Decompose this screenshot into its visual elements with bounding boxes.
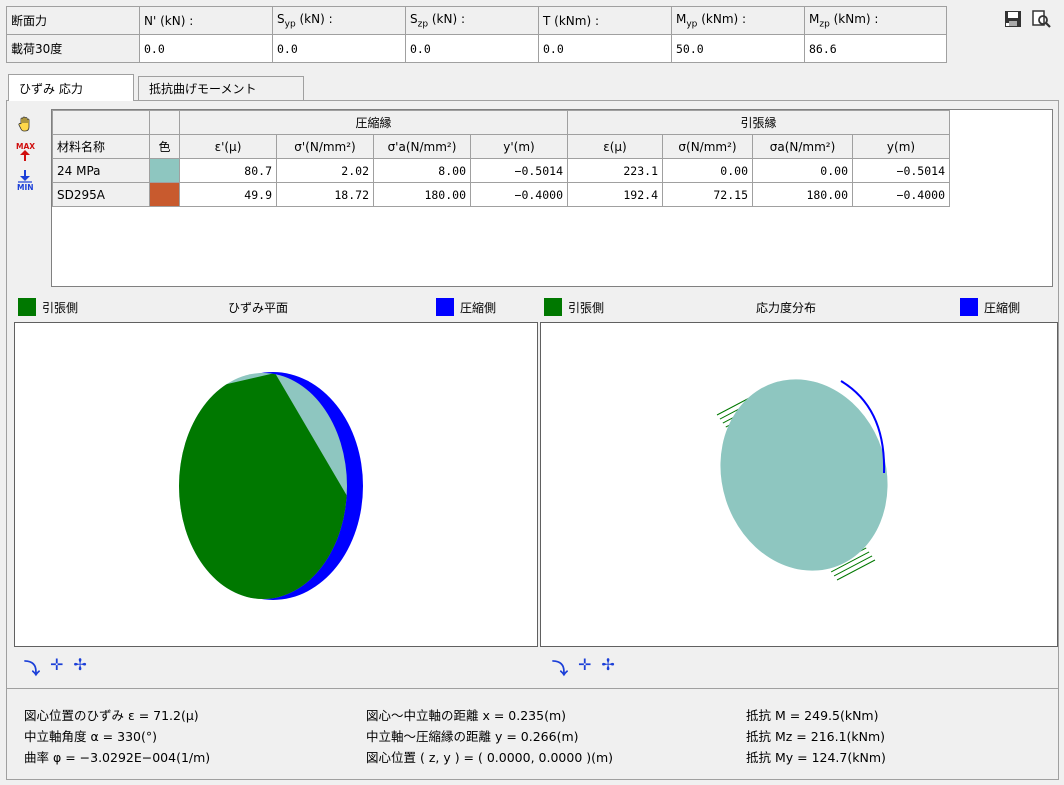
corner-cell xyxy=(149,110,180,135)
material-name: SD295A xyxy=(52,182,150,207)
cell: 0.00 xyxy=(752,158,853,183)
header-t: T (kNm) : xyxy=(538,6,672,35)
zoom-out-icon[interactable]: ✢ xyxy=(73,655,87,674)
value-myp: 50.0 xyxy=(671,34,805,63)
strain-plot-tools: ⤵ ✛ ✢ xyxy=(24,655,87,679)
stress-dist-title: 応力度分布 xyxy=(756,300,817,315)
cell: −0.4000 xyxy=(852,182,950,207)
cell: 2.02 xyxy=(276,158,374,183)
load-case-label: 載荷30度 xyxy=(6,34,140,63)
max-icon[interactable]: MAX xyxy=(14,141,36,163)
col-color: 色 xyxy=(149,134,180,159)
centroid-neutral-distance: 図心〜中立軸の距離 x = 0.235(m) xyxy=(366,708,567,723)
cell: −0.5014 xyxy=(470,158,568,183)
col-comp-stress: σ'(N/mm²) xyxy=(276,134,374,159)
col-tens-y: y(m) xyxy=(852,134,950,159)
tension-legend-swatch xyxy=(544,298,562,316)
cell: 80.7 xyxy=(179,158,277,183)
centroid-strain: 図心位置のひずみ ε = 71.2(μ) xyxy=(24,708,199,723)
stress-dist-plot[interactable] xyxy=(540,322,1058,647)
zoom-out-icon[interactable]: ✢ xyxy=(601,655,615,674)
cell: 192.4 xyxy=(567,182,663,207)
curvature: 曲率 φ = −3.0292E−004(1/m) xyxy=(24,750,211,765)
compression-legend-swatch xyxy=(960,298,978,316)
col-tens-strain: ε(μ) xyxy=(567,134,663,159)
corner-cell xyxy=(52,110,150,135)
material-name: 24 MPa xyxy=(52,158,150,183)
neutral-axis-angle: 中立軸角度 α = 330(°) xyxy=(24,729,157,744)
value-mzp: 86.6 xyxy=(804,34,947,63)
header-syp: Syp (kN) : xyxy=(272,6,406,35)
compression-legend-swatch xyxy=(436,298,454,316)
col-tens-allowable: σa(N/mm²) xyxy=(752,134,853,159)
rotate-icon[interactable]: ⤵ xyxy=(552,659,569,678)
value-n: 0.0 xyxy=(139,34,273,63)
material-color-swatch[interactable] xyxy=(149,182,180,207)
zoom-in-icon[interactable]: ✛ xyxy=(50,655,64,674)
col-comp-allowable: σ'a(N/mm²) xyxy=(373,134,471,159)
compression-legend-label: 圧縮側 xyxy=(984,300,1021,315)
cell: 180.00 xyxy=(373,182,471,207)
tab-resisting-moment[interactable]: 抵抗曲げモーメント xyxy=(138,76,304,100)
cell: 49.9 xyxy=(179,182,277,207)
svg-text:MIN: MIN xyxy=(17,183,34,191)
tension-legend-label: 引張側 xyxy=(42,300,79,315)
resisting-moment: 抵抗 M = 249.5(kNm) xyxy=(746,708,879,723)
col-comp-y: y'(m) xyxy=(470,134,568,159)
cell: 72.15 xyxy=(662,182,753,207)
section-force-label: 断面力 xyxy=(6,6,140,35)
resisting-moment-y: 抵抗 My = 124.7(kNm) xyxy=(746,750,886,765)
tension-legend-label: 引張側 xyxy=(568,300,605,315)
section-force-table: 断面力 N' (kN) : Syp (kN) : Szp (kN) : T (k… xyxy=(6,6,947,63)
value-syp: 0.0 xyxy=(272,34,406,63)
compression-legend-label: 圧縮側 xyxy=(460,300,497,315)
section-disc xyxy=(179,372,363,600)
hand-icon[interactable] xyxy=(14,113,36,135)
table-row[interactable]: SD295A 49.9 18.72 180.00 −0.4000 192.4 7… xyxy=(52,182,950,207)
zoom-in-icon[interactable]: ✛ xyxy=(578,655,592,674)
resisting-moment-z: 抵抗 Mz = 216.1(kNm) xyxy=(746,729,886,744)
strain-plane-plot[interactable] xyxy=(14,322,538,647)
cell: 8.00 xyxy=(373,158,471,183)
svg-text:MAX: MAX xyxy=(16,142,35,151)
tension-legend-swatch xyxy=(18,298,36,316)
header-n: N' (kN) : xyxy=(139,6,273,35)
strain-plane-title: ひずみ平面 xyxy=(228,300,289,315)
rotate-icon[interactable]: ⤵ xyxy=(24,659,41,678)
neutral-compression-distance: 中立軸〜圧縮縁の距離 y = 0.266(m) xyxy=(366,729,579,744)
centroid-position: 図心位置 ( z, y ) = ( 0.0000, 0.0000 )(m) xyxy=(366,750,614,765)
col-tens-stress: σ(N/mm²) xyxy=(662,134,753,159)
section-disc xyxy=(720,379,888,571)
cell: 223.1 xyxy=(567,158,663,183)
cell: −0.5014 xyxy=(852,158,950,183)
material-color-swatch[interactable] xyxy=(149,158,180,183)
value-szp: 0.0 xyxy=(405,34,539,63)
col-material-name: 材料名称 xyxy=(52,134,150,159)
results-grid: 圧縮縁 引張縁 材料名称 色 ε'(μ) σ'(N/mm²) σ'a(N/mm²… xyxy=(51,109,1053,287)
table-row[interactable]: 24 MPa 80.7 2.02 8.00 −0.5014 223.1 0.00… xyxy=(52,158,950,183)
stress-dist-header: 引張側 応力度分布 圧縮側 xyxy=(544,293,1059,321)
col-comp-strain: ε'(μ) xyxy=(179,134,277,159)
min-icon[interactable]: MIN xyxy=(14,169,36,191)
value-t: 0.0 xyxy=(538,34,672,63)
group-compression-edge: 圧縮縁 xyxy=(179,110,568,135)
header-myp: Myp (kNm) : xyxy=(671,6,805,35)
cell: −0.4000 xyxy=(470,182,568,207)
side-toolbar: MAX MIN xyxy=(14,113,42,197)
tab-strain-stress[interactable]: ひずみ 応力 xyxy=(8,74,134,101)
header-szp: Szp (kN) : xyxy=(405,6,539,35)
cell: 180.00 xyxy=(752,182,853,207)
save-icon[interactable] xyxy=(1003,9,1023,29)
group-tension-edge: 引張縁 xyxy=(567,110,950,135)
cell: 18.72 xyxy=(276,182,374,207)
strain-plane-header: 引張側 ひずみ平面 圧縮側 xyxy=(18,293,536,321)
cell: 0.00 xyxy=(662,158,753,183)
header-mzp: Mzp (kNm) : xyxy=(804,6,947,35)
stress-plot-tools: ⤵ ✛ ✢ xyxy=(552,655,615,679)
print-preview-icon[interactable] xyxy=(1031,9,1051,29)
result-summary: 図心位置のひずみ ε = 71.2(μ) 中立軸角度 α = 330(°) 曲率… xyxy=(6,688,1059,780)
